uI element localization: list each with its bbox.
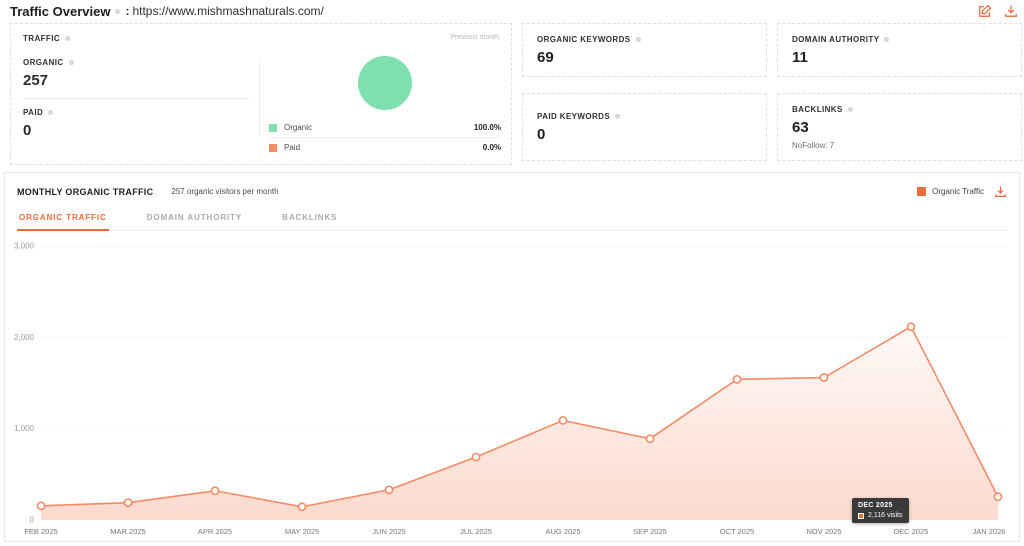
organic-keywords-card: ORGANIC KEYWORDS 69 [522,23,767,77]
svg-text:FEB 2025: FEB 2025 [24,527,57,536]
info-icon[interactable] [884,37,890,42]
legend-label: Organic [284,123,313,132]
legend-label: Paid [284,143,301,152]
tab-domain-authority[interactable]: DOMAIN AUTHORITY [146,213,243,222]
info-icon[interactable] [847,107,853,112]
organic-traffic-swatch [917,187,927,196]
card-value: 69 [537,49,554,66]
site-url: https://www.mishmashnaturals.com/ [132,4,324,18]
paid-keywords-card: PAID KEYWORDS 0 [522,93,767,161]
card-label: BACKLINKS [792,105,843,114]
svg-text:MAR 2025: MAR 2025 [110,527,145,536]
legend-item-organic: Organic 100.0% [269,118,501,137]
organic-value: 257 [23,72,49,89]
info-icon[interactable] [65,36,71,41]
previous-month-label: Previous month [450,34,499,41]
svg-text:AUG 2025: AUG 2025 [545,527,580,536]
svg-text:MAY 2025: MAY 2025 [285,527,319,536]
page-title: Traffic Overview [10,3,111,19]
legend-item-paid: Paid 0.0% [269,137,501,157]
card-label: ORGANIC KEYWORDS [537,35,631,44]
pie-legend: Organic 100.0% Paid 0.0% [269,118,501,157]
legend-label: Organic Traffic [932,187,984,196]
download-chart-icon[interactable] [994,185,1007,198]
paid-label: PAID [23,108,44,117]
svg-text:JUN 2025: JUN 2025 [372,527,405,536]
card-value: 11 [792,49,808,66]
svg-text:NOV 2025: NOV 2025 [806,527,841,536]
legend-value: 0.0% [482,143,501,152]
edit-icon[interactable] [978,4,992,18]
info-icon[interactable] [48,110,54,115]
tooltip-title: DEC 2025 [858,502,893,510]
paid-value: 0 [23,122,32,139]
info-icon[interactable] [68,60,74,65]
panel-title: MONTHLY ORGANIC TRAFFIC [17,186,154,197]
svg-text:2,000: 2,000 [14,333,35,342]
traffic-card-title: TRAFFIC [23,34,61,43]
svg-text:JAN 2026: JAN 2026 [973,527,1006,536]
paid-swatch [269,143,277,152]
card-label: DOMAIN AUTHORITY [792,35,880,44]
card-label: PAID KEYWORDS [537,112,611,121]
traffic-pie-section: Organic 100.0% Paid 0.0% [269,56,501,157]
svg-text:0: 0 [30,516,35,525]
svg-text:SEP 2025: SEP 2025 [633,527,667,536]
tooltip-swatch [858,512,864,519]
organic-label: ORGANIC [23,58,64,67]
tooltip-value: 2,116 visits [868,512,903,520]
svg-text:DEC 2025: DEC 2025 [894,527,929,536]
header-actions [978,4,1018,18]
divider [259,59,260,137]
tab-backlinks[interactable]: BACKLINKS [282,213,338,222]
domain-authority-card: DOMAIN AUTHORITY 11 [777,23,1022,77]
panel-subtitle: 257 organic visitors per month [171,187,279,196]
page-header: Traffic Overview : https://www.mishmashn… [10,0,1018,22]
svg-text:JUL 2025: JUL 2025 [460,527,492,536]
divider [23,98,249,99]
svg-text:1,000: 1,000 [14,424,35,433]
nofollow-count: NoFollow: 7 [792,141,835,150]
card-value: 0 [537,126,546,143]
chart-tabs: ORGANIC TRAFFIC DOMAIN AUTHORITY BACKLIN… [17,209,1007,231]
pie-chart [358,56,412,110]
svg-text:OCT 2025: OCT 2025 [720,527,754,536]
traffic-card: TRAFFIC Previous month ORGANIC 257 PAID … [10,23,512,165]
traffic-metrics: ORGANIC 257 PAID 0 [23,56,249,148]
download-icon[interactable] [1004,4,1018,18]
card-value: 63 [792,119,809,136]
monthly-traffic-panel: MONTHLY ORGANIC TRAFFIC 257 organic visi… [4,172,1020,542]
svg-text:3,000: 3,000 [14,242,35,251]
organic-swatch [269,123,277,132]
url-separator: : [125,4,130,18]
tab-organic-traffic[interactable]: ORGANIC TRAFFIC [17,209,109,231]
backlinks-card: BACKLINKS 63 NoFollow: 7 [777,93,1022,161]
legend-value: 100.0% [473,123,501,132]
panel-header: MONTHLY ORGANIC TRAFFIC 257 organic visi… [17,185,1007,198]
info-icon[interactable] [635,37,641,42]
info-icon[interactable] [615,114,621,119]
info-icon[interactable] [115,8,121,14]
svg-text:APR 2025: APR 2025 [198,527,232,536]
chart-legend: Organic Traffic [917,187,984,196]
chart-tooltip: DEC 2025 2,116 visits [852,498,909,524]
organic-traffic-chart[interactable]: 0 1,000 2,000 3,000 FEB 2025 MAR 2025 APR 2025… [11,240,1015,540]
